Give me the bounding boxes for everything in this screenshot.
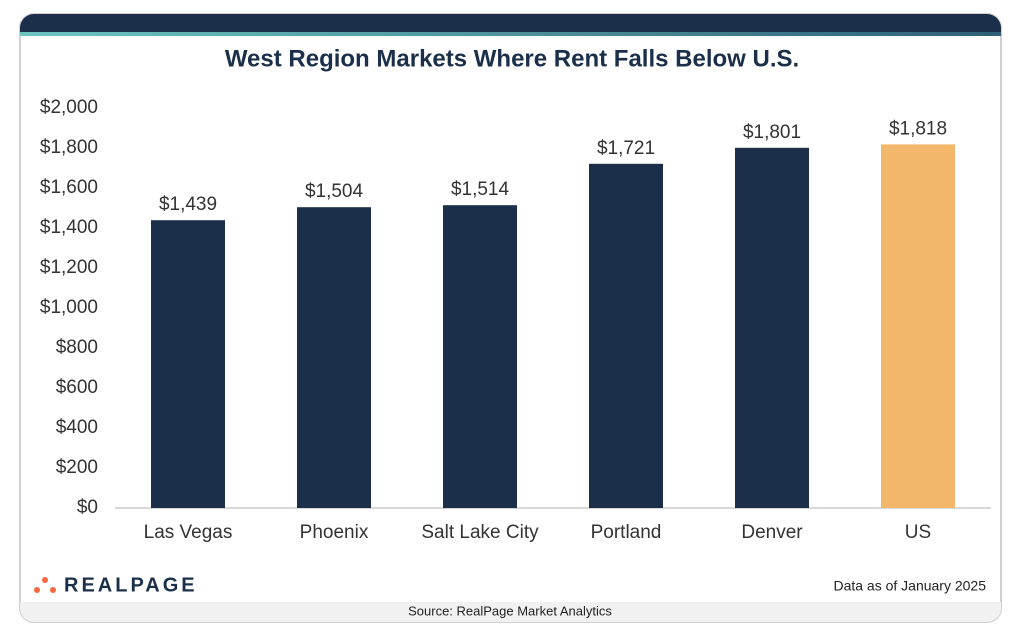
y-tick-label: $1,400 [40,217,98,238]
bar [589,163,663,509]
y-tick-label: $2,000 [40,97,98,118]
y-tick-label: $600 [56,377,98,398]
y-tick-label: $200 [56,457,98,478]
logo-dot [42,577,48,583]
header-bar [20,14,1001,32]
chart-title: West Region Markets Where Rent Falls Bel… [225,45,799,72]
logo-text: REALPAGE [64,574,198,596]
x-tick-label: Salt Lake City [421,522,539,543]
value-label: $1,439 [159,194,217,215]
bar [735,147,809,509]
value-label: $1,818 [889,118,947,139]
data-note: Data as of January 2025 [833,578,986,594]
bar [151,220,225,508]
y-tick-label: $1,600 [40,177,98,198]
x-tick-label: US [905,522,931,543]
header-stripe [20,32,1001,36]
y-tick-label: $1,000 [40,297,98,318]
y-tick-label: $800 [56,337,98,358]
bar [297,207,371,508]
logo: REALPAGE [34,574,198,596]
bar [443,205,517,508]
x-tick-label: Portland [591,522,662,543]
logo-dot [50,587,56,593]
value-label: $1,504 [305,181,364,202]
bar [881,144,955,508]
x-tick-label: Phoenix [300,522,369,543]
y-tick-label: $400 [56,417,98,438]
value-label: $1,801 [743,122,801,143]
x-tick-label: Denver [741,522,803,543]
y-tick-label: $1,800 [40,137,98,158]
source: Source: RealPage Market Analytics [408,603,612,618]
y-tick-label: $0 [77,497,98,518]
source-bar [20,602,1001,622]
value-label: $1,721 [597,138,655,159]
value-label: $1,514 [451,179,510,200]
x-tick-label: Las Vegas [144,522,233,543]
logo-dot [34,587,40,593]
y-tick-label: $1,200 [40,257,98,278]
